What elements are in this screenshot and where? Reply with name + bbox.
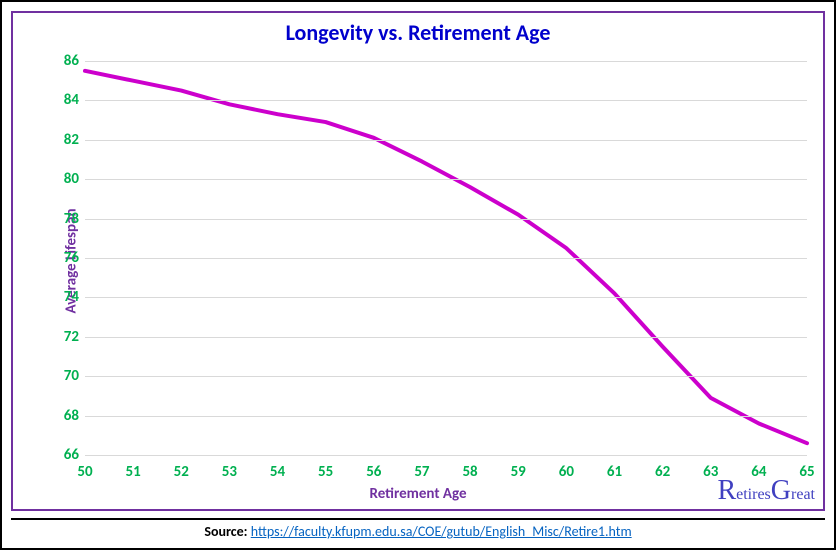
x-tick-label: 60 [559, 463, 574, 481]
x-tick-label: 55 [318, 463, 333, 481]
logo-text-etires: etires [736, 486, 771, 503]
gridline [85, 455, 807, 456]
x-tick-label: 59 [511, 463, 526, 481]
y-tick-label: 66 [49, 446, 79, 464]
logo-retiresgreat: RetiresGreat [717, 475, 815, 507]
logo-letter-r: R [717, 475, 736, 506]
logo-text-reat: reat [791, 486, 815, 503]
gridline [85, 61, 807, 62]
y-tick-label: 86 [49, 52, 79, 70]
gridline [85, 337, 807, 338]
logo-letter-g: G [771, 475, 791, 506]
y-tick-label: 76 [49, 249, 79, 267]
source-row: Source: https://faculty.kfupm.edu.sa/COE… [11, 518, 825, 544]
y-tick-label: 82 [49, 131, 79, 149]
x-tick-label: 62 [655, 463, 670, 481]
outer-frame: Longevity vs. Retirement Age Average Lif… [0, 0, 836, 550]
y-tick-label: 70 [49, 367, 79, 385]
y-tick-label: 80 [49, 170, 79, 188]
gridline [85, 258, 807, 259]
x-tick-label: 57 [414, 463, 429, 481]
data-line [85, 71, 807, 443]
x-tick-label: 63 [703, 463, 718, 481]
x-tick-label: 54 [270, 463, 285, 481]
gridline [85, 297, 807, 298]
gridline [85, 376, 807, 377]
gridline [85, 179, 807, 180]
chart-title: Longevity vs. Retirement Age [13, 19, 823, 46]
plot-area: 6668707274767880828486505152535455565758… [85, 61, 807, 455]
x-axis-label: Retirement Age [13, 485, 823, 503]
y-tick-label: 78 [49, 210, 79, 228]
gridline [85, 100, 807, 101]
source-link[interactable]: https://faculty.kfupm.edu.sa/COE/gutub/E… [251, 523, 632, 540]
gridline [85, 219, 807, 220]
gridline [85, 416, 807, 417]
x-tick-label: 50 [77, 463, 92, 481]
x-tick-label: 58 [462, 463, 477, 481]
x-tick-label: 52 [174, 463, 189, 481]
x-tick-label: 51 [126, 463, 141, 481]
source-label: Source: [204, 523, 250, 540]
chart-frame: Longevity vs. Retirement Age Average Lif… [11, 11, 825, 511]
x-tick-label: 56 [366, 463, 381, 481]
y-tick-label: 72 [49, 328, 79, 346]
x-tick-label: 53 [222, 463, 237, 481]
y-tick-label: 84 [49, 91, 79, 109]
y-tick-label: 68 [49, 407, 79, 425]
gridline [85, 140, 807, 141]
y-tick-label: 74 [49, 288, 79, 306]
x-tick-label: 61 [607, 463, 622, 481]
